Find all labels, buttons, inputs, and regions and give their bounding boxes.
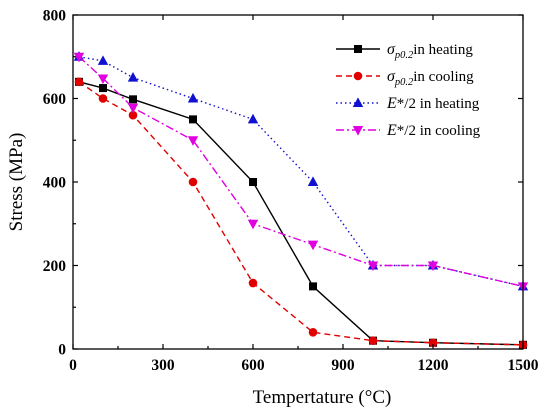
legend-entry: σp0.2in cooling [336,68,474,88]
y-tick-label: 600 [43,91,67,108]
data-point [428,338,438,348]
data-point [98,94,108,103]
x-tick-label: 600 [241,357,265,374]
legend-marker [352,126,364,136]
data-point [127,72,139,82]
data-point [308,328,318,337]
legend-entry: σp0.2in heating [336,41,473,61]
legend-label: σp0.2in heating [387,41,473,61]
legend-entry: E*/2 in cooling [336,122,481,139]
data-point [427,261,439,272]
plot-content [73,51,529,350]
series-2 [74,77,528,350]
legend-label: σp0.2in cooling [387,68,474,88]
y-axis-title: Stress (MPa) [6,133,27,232]
legend-marker [353,71,363,81]
x-tick-label: 1500 [508,357,539,374]
legend-marker [352,97,364,107]
data-point [74,77,84,87]
x-tick-label: 1200 [418,357,449,374]
data-point [309,282,317,291]
data-point [99,84,107,93]
data-point [248,278,258,288]
data-point [188,177,198,187]
legend-label: E*/2 in heating [386,95,480,112]
y-tick-label: 0 [58,342,66,359]
legend-label: E*/2 in cooling [386,122,481,139]
data-point [97,55,109,65]
data-point [247,219,259,230]
x-tick-label: 0 [69,357,77,374]
y-tick-label: 200 [43,258,67,275]
data-point [127,103,139,114]
legend-entry: E*/2 in heating [336,95,480,112]
data-point [307,176,319,186]
x-axis-title: Tempertature (°C) [253,387,392,408]
y-tick-label: 400 [43,175,67,192]
axes: 0 300 600 900 1200 1500 0 200 400 600 800 [43,8,539,375]
data-point [128,110,138,120]
data-point [129,95,137,104]
data-point [367,261,379,272]
data-point [249,178,257,186]
data-point [368,336,378,345]
data-point [187,136,199,146]
data-point [307,240,319,251]
data-point [97,74,109,85]
data-point [247,113,259,124]
legend-marker [354,45,362,53]
x-tick-label: 900 [331,357,355,374]
x-tick-label: 300 [151,357,175,374]
data-point [187,92,199,103]
series-4 [73,52,529,292]
data-point [189,115,197,124]
data-point [73,52,85,63]
legend: σp0.2in heating σp0.2in cooling E*/2 in he… [328,30,518,142]
y-tick-label: 800 [43,8,67,25]
